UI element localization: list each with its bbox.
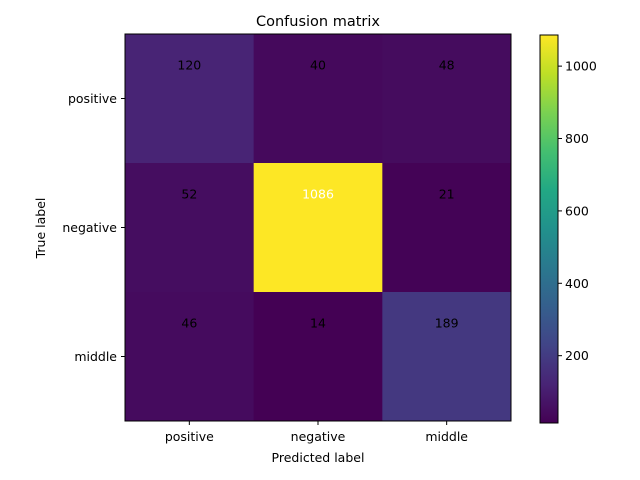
cell-value-label: 40 — [310, 58, 326, 73]
cell-value-label: 14 — [310, 316, 326, 331]
colorbar-tick-label: 400 — [565, 276, 589, 291]
y-tick-label: positive — [68, 91, 117, 106]
heatmap-cell — [253, 163, 383, 293]
y-tick-label: negative — [62, 220, 117, 235]
colorbar — [539, 34, 559, 424]
x-tick-label: middle — [425, 429, 468, 444]
cell-value-label: 1086 — [302, 187, 334, 202]
colorbar-tick-label: 600 — [565, 203, 589, 218]
x-axis-ticks: positive negative middle — [165, 421, 468, 444]
x-axis-label: Predicted label — [272, 450, 365, 465]
y-tick-label: middle — [74, 349, 117, 364]
cell-value-label: 120 — [177, 58, 201, 73]
y-axis-label: True label — [33, 198, 48, 260]
heatmap-cell — [253, 292, 383, 422]
heatmap-cell — [125, 34, 255, 164]
colorbar-tick-label: 200 — [565, 348, 589, 363]
heatmap-cell-labels: 120 40 48 52 1086 21 46 14 189 — [177, 58, 458, 331]
cell-value-label: 189 — [435, 316, 459, 331]
heatmap-cell — [253, 34, 383, 164]
cell-value-label: 48 — [439, 58, 455, 73]
cell-value-label: 21 — [439, 187, 455, 202]
heatmap-cells — [125, 34, 512, 422]
heatmap-cell — [382, 34, 512, 164]
x-tick-label: negative — [291, 429, 346, 444]
cell-value-label: 52 — [181, 187, 197, 202]
chart-title: Confusion matrix — [256, 14, 380, 30]
y-axis-ticks: positive negative middle — [62, 91, 125, 364]
colorbar-tick-label: 800 — [565, 131, 589, 146]
cell-value-label: 46 — [181, 316, 197, 331]
heatmap-cell — [382, 163, 512, 293]
x-tick-label: positive — [165, 429, 214, 444]
heatmap-cell — [125, 292, 255, 422]
colorbar-tick-label: 1000 — [565, 59, 597, 74]
heatmap-cell — [125, 163, 255, 293]
colorbar-ticks: 200 400 600 800 1000 — [558, 59, 597, 363]
heatmap-cell — [382, 292, 512, 422]
